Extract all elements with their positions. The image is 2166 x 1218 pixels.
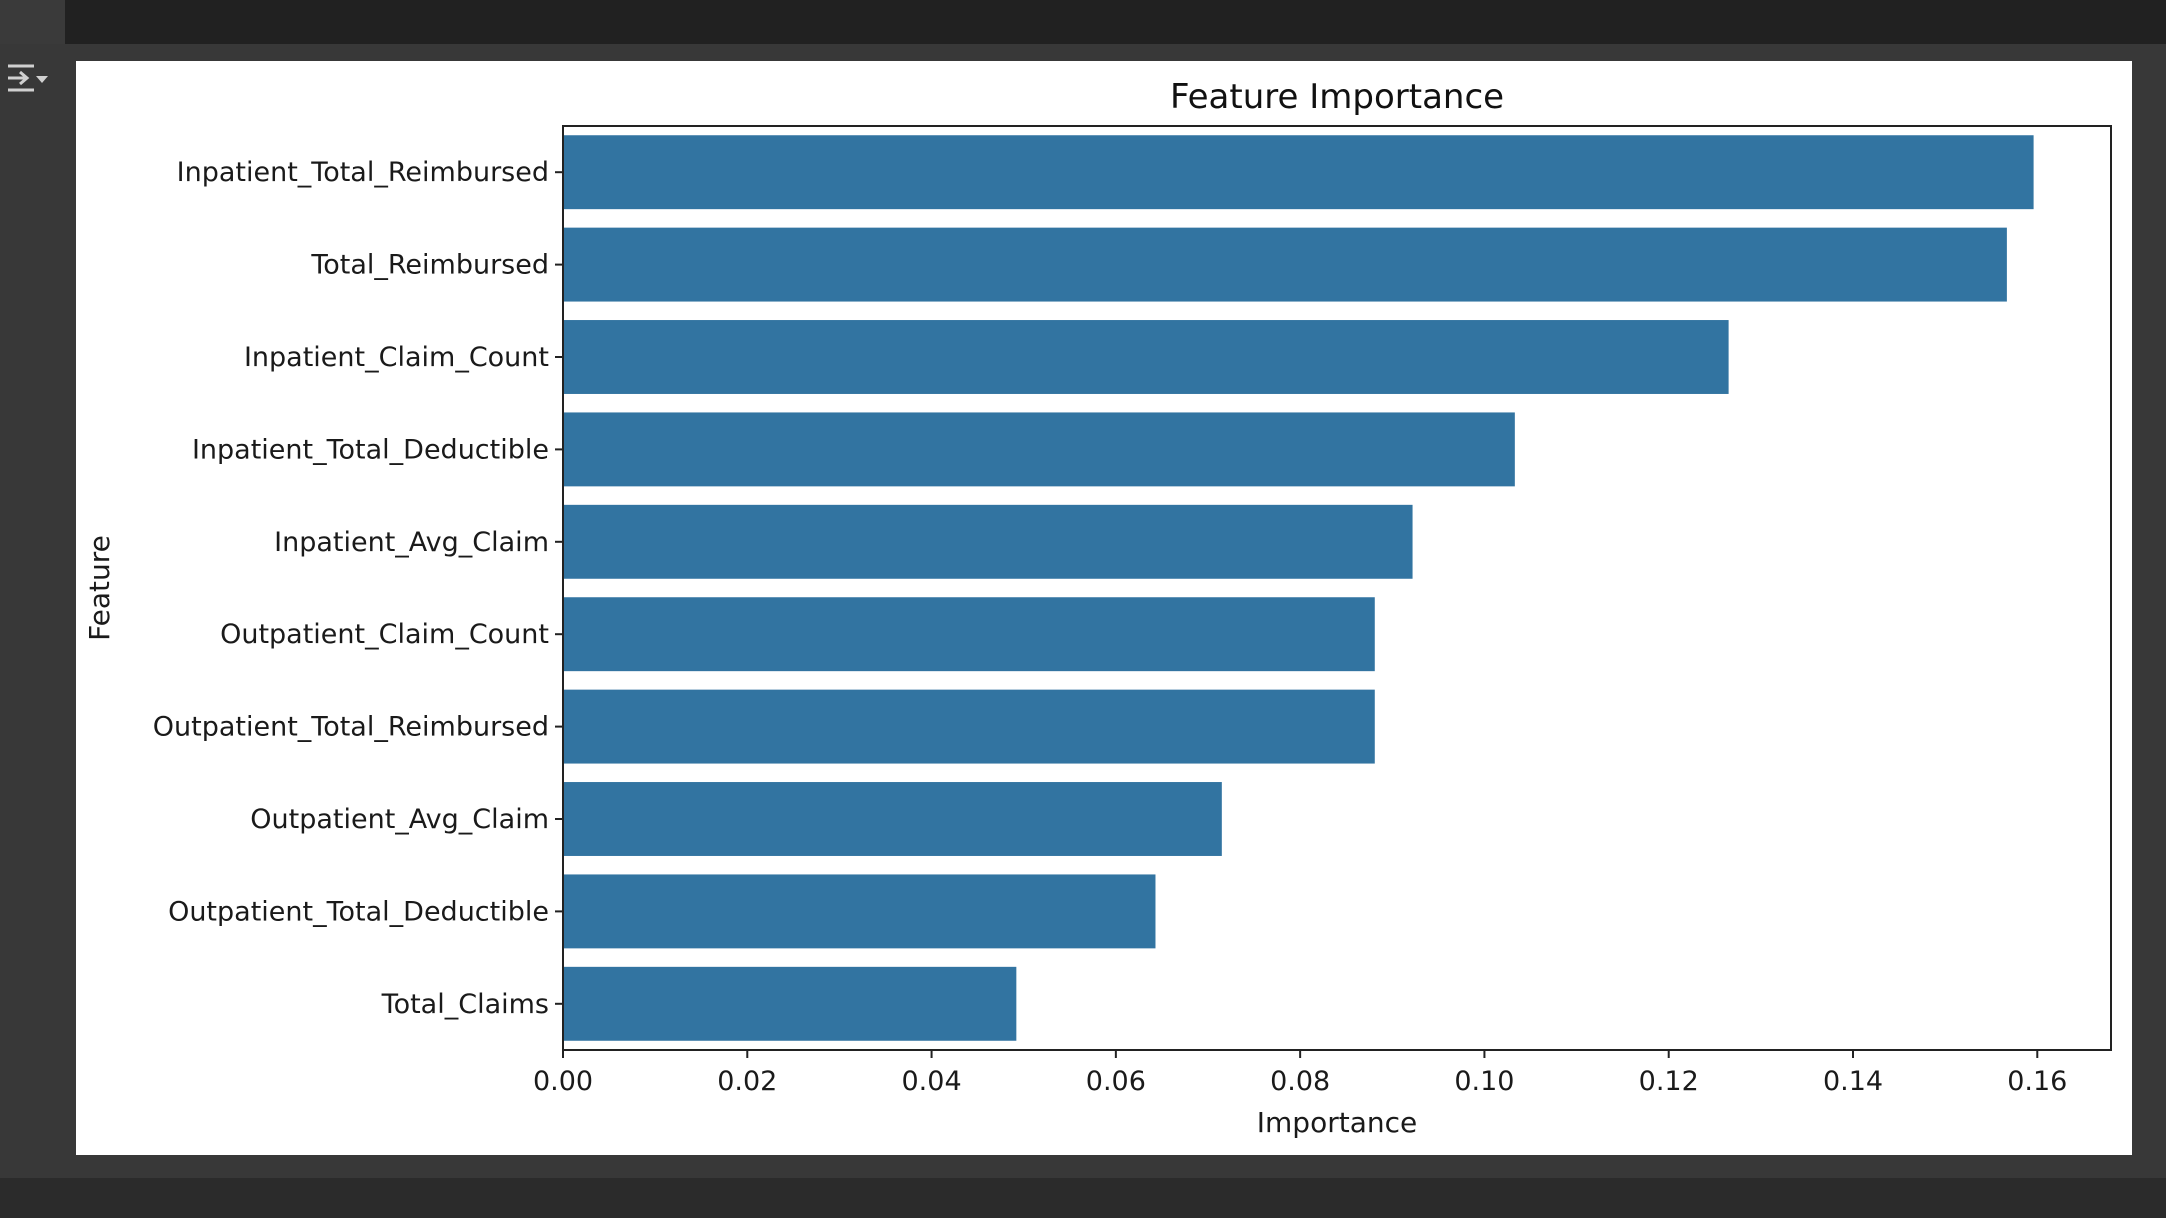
bar-outpatient-avg-claim (563, 782, 1222, 856)
bar-outpatient-claim-count (563, 597, 1375, 672)
top-toolbar-strip (0, 0, 2166, 44)
y-axis-label: Feature (83, 535, 116, 641)
bar-inpatient-total-reimbursed (563, 135, 2034, 210)
bottom-status-strip (0, 1178, 2166, 1218)
bars-layer (563, 135, 2034, 1041)
x-ticks-layer: 0.00 0.02 0.04 0.06 0.08 0.10 0.12 0.14 0.16 (533, 1050, 2067, 1097)
axes-frame (562, 125, 2112, 1051)
bar-outpatient-total-deductible (563, 874, 1156, 949)
y-tick-label: Outpatient_Total_Reimbursed (153, 712, 549, 743)
y-tick-label: Outpatient_Total_Deductible (168, 896, 549, 927)
x-tick-label: 0.10 (1454, 1066, 1514, 1097)
y-tick-label: Inpatient_Total_Reimbursed (177, 157, 549, 188)
x-axis-label: Importance (1257, 1106, 1417, 1139)
toolbar-tab[interactable] (0, 0, 65, 44)
x-tick-label: 0.02 (717, 1066, 777, 1097)
figure-output: Inpatient_Total_Reimbursed Total_Reimburs… (76, 61, 2132, 1155)
bar-total-reimbursed (563, 227, 2007, 302)
y-tick-label: Inpatient_Avg_Claim (274, 527, 549, 558)
output-collapse-icon[interactable] (4, 58, 52, 100)
y-tick-label: Inpatient_Total_Deductible (192, 434, 549, 465)
y-tick-label: Inpatient_Claim_Count (244, 342, 549, 373)
x-tick-label: 0.00 (533, 1066, 593, 1097)
bar-inpatient-total-deductible (563, 412, 1515, 487)
y-tick-label: Outpatient_Claim_Count (220, 619, 549, 650)
bar-inpatient-avg-claim (563, 504, 1413, 579)
y-tick-label: Total_Claims (381, 989, 549, 1020)
x-tick-label: 0.08 (1270, 1066, 1330, 1097)
feature-importance-chart: Inpatient_Total_Reimbursed Total_Reimburs… (83, 77, 2112, 1139)
y-tick-label: Total_Reimbursed (310, 250, 549, 281)
x-tick-label: 0.06 (1086, 1066, 1146, 1097)
x-tick-label: 0.12 (1639, 1066, 1699, 1097)
bar-inpatient-claim-count (563, 320, 1729, 394)
y-ticks-layer: Inpatient_Total_Reimbursed Total_Reimburs… (153, 157, 563, 1020)
y-tick-label: Outpatient_Avg_Claim (250, 804, 549, 835)
bar-outpatient-total-reimbursed (563, 689, 1375, 764)
x-tick-label: 0.16 (2007, 1066, 2067, 1097)
bar-total-claims (563, 966, 1017, 1041)
chart-title: Feature Importance (1170, 77, 1504, 117)
x-tick-label: 0.14 (1823, 1066, 1883, 1097)
x-tick-label: 0.04 (902, 1066, 962, 1097)
cell-gutter (0, 44, 76, 1178)
